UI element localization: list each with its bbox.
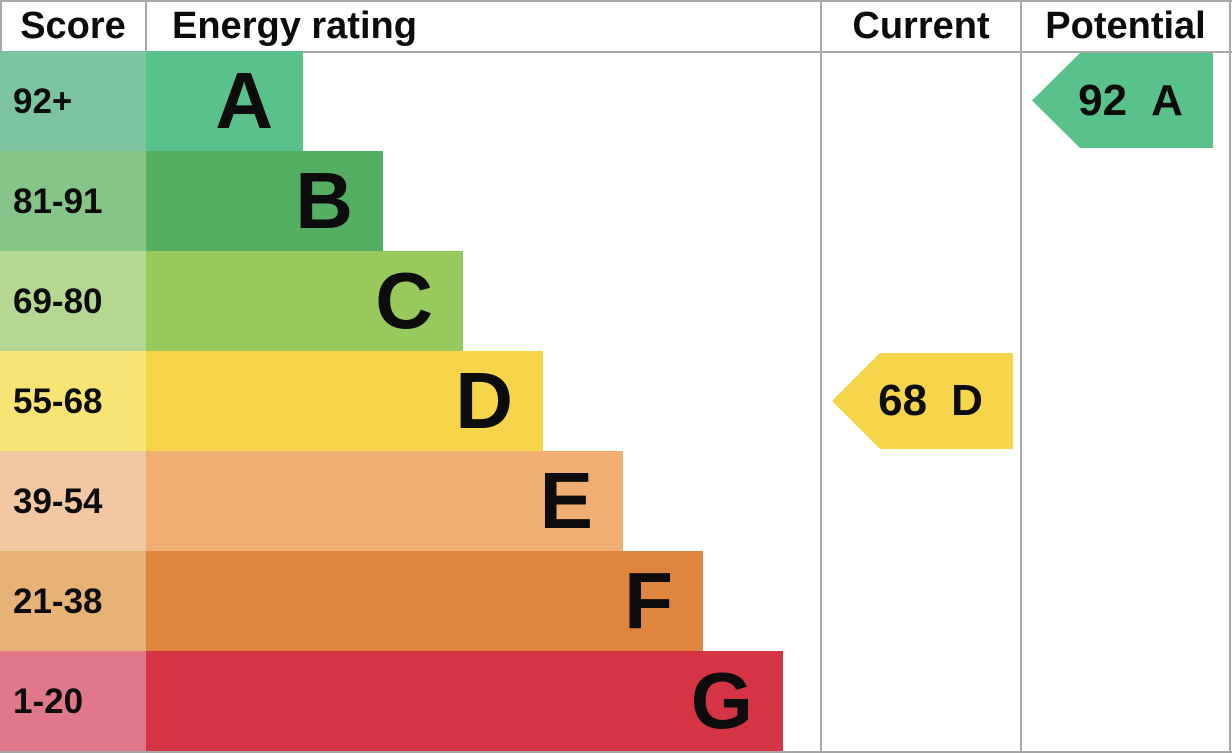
band-score-label-d: 55-68 (13, 381, 103, 421)
band-row-e: 39-54 E (0, 451, 1232, 551)
band-row-f: 21-38 F (0, 551, 1232, 651)
border-top (0, 0, 1232, 2)
band-score-cell-c: 69-80 (0, 251, 146, 351)
band-bar-b: B (146, 151, 383, 251)
band-letter-g: G (690, 656, 753, 745)
band-row-g: 1-20 G (0, 651, 1232, 751)
band-row-c: 69-80 C (0, 251, 1232, 351)
band-letter-c: C (375, 256, 433, 345)
potential-rating-value: 92 (1078, 75, 1128, 125)
band-score-label-f: 21-38 (13, 581, 103, 621)
header-energy-rating: Energy rating (172, 4, 417, 47)
band-score-cell-a: 92+ (0, 51, 146, 151)
band-bar-d: D (146, 351, 543, 451)
band-row-d: 55-68 D (0, 351, 1232, 451)
band-score-label-c: 69-80 (13, 281, 103, 321)
band-bar-f: F (146, 551, 703, 651)
band-row-b: 81-91 B (0, 151, 1232, 251)
header-score: Score (20, 4, 126, 47)
band-score-cell-g: 1-20 (0, 651, 146, 751)
band-letter-a: A (215, 56, 273, 145)
divider-score-energy (145, 0, 147, 51)
band-score-label-b: 81-91 (13, 181, 103, 221)
band-bar-e: E (146, 451, 623, 551)
band-letter-d: D (455, 356, 513, 445)
band-score-cell-b: 81-91 (0, 151, 146, 251)
band-row-a: 92+ A (0, 51, 1232, 151)
band-score-cell-e: 39-54 (0, 451, 146, 551)
header-potential: Potential (1045, 4, 1206, 47)
band-bar-c: C (146, 251, 463, 351)
divider-potential-column (1020, 0, 1022, 753)
header-current: Current (852, 4, 990, 47)
border-bottom (0, 751, 1232, 753)
band-bar-g: G (146, 651, 783, 751)
border-right (1229, 0, 1231, 753)
band-score-cell-f: 21-38 (0, 551, 146, 651)
border-left-header (0, 0, 2, 51)
band-bar-a: A (146, 51, 303, 151)
band-score-cell-d: 55-68 (0, 351, 146, 451)
potential-rating-letter: A (1151, 75, 1183, 125)
current-rating-value: 68 (878, 376, 928, 425)
band-letter-b: B (295, 156, 353, 245)
band-score-label-g: 1-20 (13, 681, 84, 721)
band-score-label-e: 39-54 (13, 481, 103, 521)
divider-header-bottom (0, 51, 1232, 53)
current-rating-letter: D (951, 376, 983, 425)
band-score-label-a: 92+ (13, 81, 73, 121)
band-letter-e: E (539, 456, 593, 545)
band-letter-f: F (624, 556, 673, 645)
divider-current-column (820, 0, 822, 753)
